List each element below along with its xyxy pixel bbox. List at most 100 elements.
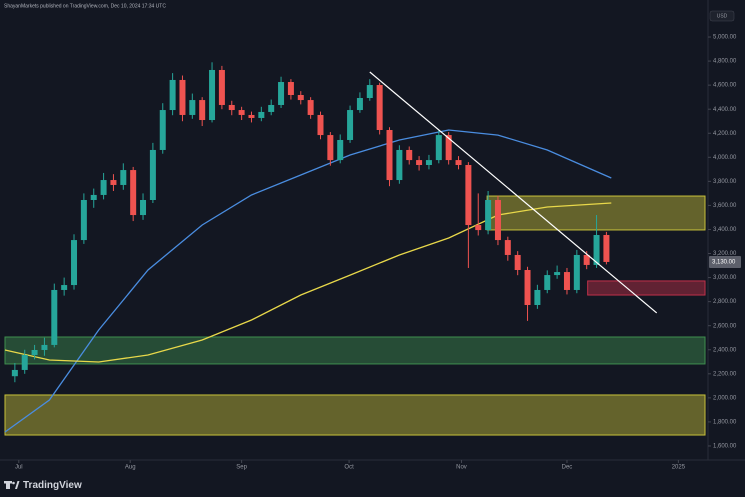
- trendline: [369, 71, 658, 314]
- candle-body: [386, 130, 393, 181]
- candle-body: [593, 235, 600, 265]
- y-tick-label: 4,400.00: [713, 107, 737, 113]
- y-tick-label: 3,000.00: [713, 275, 737, 281]
- x-tick-label: Sep: [236, 465, 247, 471]
- candle-body: [11, 369, 18, 377]
- candle-body: [544, 275, 551, 290]
- y-tick-label: 1,800.00: [713, 419, 737, 425]
- y-tick-label: 2,600.00: [713, 323, 737, 329]
- candle-body: [327, 135, 334, 161]
- candle-body: [475, 225, 482, 231]
- candle-body: [258, 111, 265, 118]
- candle-body: [140, 200, 147, 216]
- candle-body: [189, 100, 196, 115]
- candle-body: [317, 114, 324, 136]
- candle-body: [90, 194, 97, 201]
- candle-body: [504, 240, 511, 255]
- candle-body: [366, 85, 373, 99]
- y-tick-label: 4,200.00: [713, 131, 737, 137]
- price-tag-label: 3,130.00: [712, 260, 736, 266]
- candle-body: [445, 135, 452, 161]
- brand: TradingView: [23, 480, 82, 491]
- y-tick-label: 3,800.00: [713, 179, 737, 185]
- candle-body: [268, 104, 275, 112]
- candle-body: [455, 160, 462, 166]
- candle-body: [337, 139, 344, 161]
- x-tick-label: Nov: [456, 465, 467, 471]
- y-tick-label: 1,600.00: [713, 444, 737, 450]
- candle-body: [179, 79, 186, 115]
- candle-body: [278, 82, 285, 105]
- candle-body: [209, 69, 216, 121]
- zone: [4, 336, 706, 365]
- zone: [4, 394, 706, 436]
- y-tick-label: 4,800.00: [713, 59, 737, 65]
- y-tick-label: 2,200.00: [713, 371, 737, 377]
- candle-body: [307, 100, 314, 115]
- zone: [587, 280, 706, 296]
- y-tick-label: 4,600.00: [713, 83, 737, 89]
- candle-body: [396, 149, 403, 181]
- candle-body: [21, 355, 28, 370]
- candle-body: [524, 270, 531, 306]
- y-tick-label: 2,800.00: [713, 299, 737, 305]
- candle-body: [554, 272, 561, 276]
- y-tick-label: 3,600.00: [713, 203, 737, 209]
- candle-body: [563, 272, 570, 290]
- candle-body: [494, 200, 501, 241]
- candle-body: [583, 254, 590, 265]
- x-tick-label: 2025: [672, 465, 686, 471]
- candle-body: [425, 160, 432, 166]
- candle-body: [80, 200, 87, 241]
- x-tick-label: Aug: [125, 465, 136, 471]
- price-tag: [709, 255, 741, 268]
- logo: [4, 481, 20, 489]
- y-tick-label: 2,400.00: [713, 347, 737, 353]
- candle-body: [248, 114, 255, 118]
- candle-body: [347, 110, 354, 140]
- moving-average: [4, 129, 612, 433]
- candle-body: [416, 160, 423, 166]
- y-tick-label: 2,000.00: [713, 395, 737, 401]
- x-tick-label: Dec: [562, 465, 573, 471]
- candle-body: [199, 100, 206, 121]
- candle-body: [514, 254, 521, 271]
- candle-body: [406, 149, 413, 161]
- y-tick-label: 3,400.00: [713, 227, 737, 233]
- candle-body: [356, 98, 363, 111]
- currency-badge: [709, 10, 735, 22]
- candle-body: [41, 344, 48, 350]
- candle-body: [159, 110, 166, 150]
- y-tick-label: 5,000.00: [713, 35, 737, 41]
- x-tick-label: Jul: [15, 465, 23, 471]
- currency: USD: [717, 13, 728, 19]
- candle-body: [465, 165, 472, 226]
- candle-body: [297, 95, 304, 101]
- y-tick-label: 4,000.00: [713, 155, 737, 161]
- candle-body: [169, 79, 176, 111]
- candle-body: [149, 149, 156, 201]
- candle-body: [238, 110, 245, 115]
- candle-body: [534, 289, 541, 306]
- candle-body: [31, 349, 38, 356]
- chart-title: ShayanMarkets published on TradingView.c…: [4, 3, 166, 9]
- candle-body: [603, 235, 610, 262]
- candle-body: [376, 85, 383, 131]
- candle-body: [573, 254, 580, 290]
- candle-body: [435, 135, 442, 161]
- candle-body: [485, 200, 492, 231]
- candle-body: [130, 170, 137, 216]
- candle-body: [71, 240, 78, 286]
- candle-body: [61, 285, 68, 290]
- x-tick-label: Oct: [344, 465, 354, 471]
- candle-body: [228, 104, 235, 111]
- candle-body: [51, 289, 58, 345]
- candle-body: [100, 180, 107, 195]
- candle-body: [218, 69, 225, 105]
- candle-body: [120, 170, 127, 185]
- candle-body: [287, 82, 294, 96]
- candle-body: [110, 180, 117, 185]
